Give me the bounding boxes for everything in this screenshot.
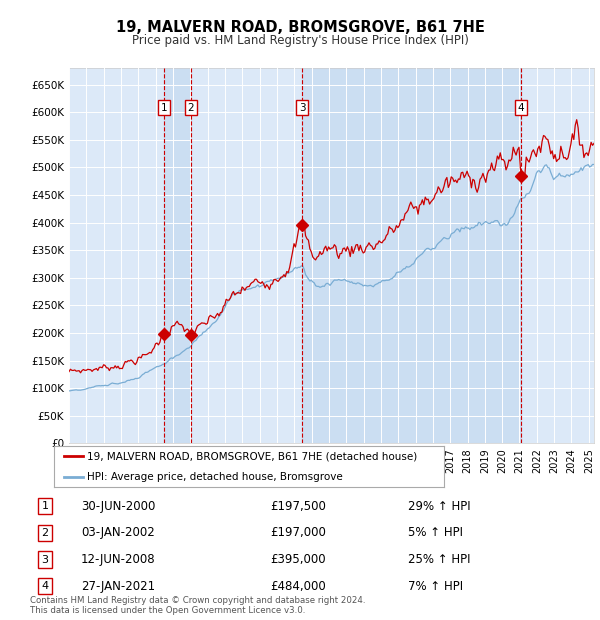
Text: Contains HM Land Registry data © Crown copyright and database right 2024.
This d: Contains HM Land Registry data © Crown c… xyxy=(30,596,365,615)
Text: 29% ↑ HPI: 29% ↑ HPI xyxy=(408,500,470,513)
Text: 03-JAN-2002: 03-JAN-2002 xyxy=(81,526,155,539)
Text: 19, MALVERN ROAD, BROMSGROVE, B61 7HE (detached house): 19, MALVERN ROAD, BROMSGROVE, B61 7HE (d… xyxy=(87,451,418,461)
Text: 7% ↑ HPI: 7% ↑ HPI xyxy=(408,580,463,593)
Text: 30-JUN-2000: 30-JUN-2000 xyxy=(81,500,155,513)
Text: 4: 4 xyxy=(517,102,524,113)
Text: HPI: Average price, detached house, Bromsgrove: HPI: Average price, detached house, Brom… xyxy=(87,472,343,482)
Text: 19, MALVERN ROAD, BROMSGROVE, B61 7HE: 19, MALVERN ROAD, BROMSGROVE, B61 7HE xyxy=(116,20,484,35)
Text: 25% ↑ HPI: 25% ↑ HPI xyxy=(408,553,470,566)
Text: 4: 4 xyxy=(41,581,49,591)
Text: 1: 1 xyxy=(41,501,49,512)
Text: 27-JAN-2021: 27-JAN-2021 xyxy=(81,580,155,593)
Text: 2: 2 xyxy=(187,102,194,113)
Text: 3: 3 xyxy=(41,554,49,565)
Text: £395,000: £395,000 xyxy=(270,553,326,566)
Text: 3: 3 xyxy=(299,102,305,113)
Text: 12-JUN-2008: 12-JUN-2008 xyxy=(81,553,155,566)
Bar xyxy=(302,68,521,443)
Text: £197,000: £197,000 xyxy=(270,526,326,539)
Text: 5% ↑ HPI: 5% ↑ HPI xyxy=(408,526,463,539)
Text: Price paid vs. HM Land Registry's House Price Index (HPI): Price paid vs. HM Land Registry's House … xyxy=(131,34,469,47)
Text: 1: 1 xyxy=(161,102,167,113)
Bar xyxy=(164,68,191,443)
Text: 2: 2 xyxy=(41,528,49,538)
Text: £484,000: £484,000 xyxy=(270,580,326,593)
Text: £197,500: £197,500 xyxy=(270,500,326,513)
